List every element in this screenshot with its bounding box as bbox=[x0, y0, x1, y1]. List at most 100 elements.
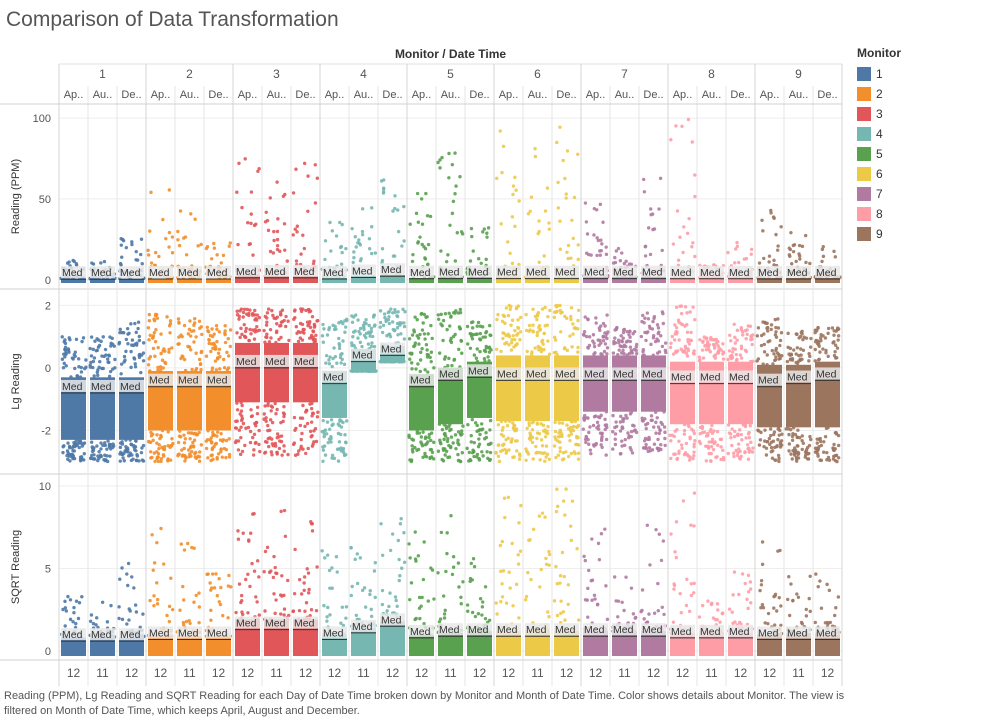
data-point bbox=[509, 440, 513, 444]
data-point bbox=[358, 556, 362, 560]
data-point bbox=[735, 240, 739, 245]
median-label: Med bbox=[555, 267, 576, 279]
data-point bbox=[155, 441, 159, 445]
data-point bbox=[561, 499, 566, 503]
data-point bbox=[569, 317, 573, 322]
data-point bbox=[299, 592, 304, 596]
data-point bbox=[719, 445, 723, 449]
data-point bbox=[759, 333, 764, 338]
data-point bbox=[355, 581, 360, 586]
data-point bbox=[671, 620, 676, 624]
data-point bbox=[760, 603, 765, 607]
legend-item-1[interactable]: 1 bbox=[857, 64, 987, 84]
data-point bbox=[533, 346, 537, 350]
data-point bbox=[323, 453, 328, 457]
data-point bbox=[686, 454, 691, 458]
data-point bbox=[543, 459, 547, 463]
data-point bbox=[350, 584, 354, 589]
legend-label: 4 bbox=[876, 127, 883, 141]
median-label: Med bbox=[352, 621, 373, 633]
data-point bbox=[332, 346, 336, 350]
data-point bbox=[586, 615, 590, 619]
data-point bbox=[486, 442, 491, 447]
data-point bbox=[685, 354, 690, 358]
data-point bbox=[270, 308, 274, 313]
data-point bbox=[252, 448, 256, 452]
data-point bbox=[759, 343, 764, 348]
data-point bbox=[787, 613, 792, 618]
data-point bbox=[657, 431, 662, 436]
data-point bbox=[279, 320, 284, 324]
data-point bbox=[194, 433, 199, 437]
data-point bbox=[100, 600, 105, 604]
data-point bbox=[322, 327, 326, 331]
month-header: De.. bbox=[295, 89, 315, 101]
data-point bbox=[541, 423, 546, 428]
legend-item-5[interactable]: 5 bbox=[857, 144, 987, 164]
median-label: Med bbox=[787, 267, 808, 279]
data-point bbox=[247, 313, 251, 318]
legend-item-3[interactable]: 3 bbox=[857, 104, 987, 124]
data-point bbox=[247, 338, 251, 343]
data-point bbox=[364, 335, 368, 340]
data-point bbox=[815, 341, 820, 346]
data-point bbox=[832, 613, 837, 618]
data-point bbox=[807, 596, 811, 601]
data-point bbox=[262, 412, 266, 416]
legend-item-9[interactable]: 9 bbox=[857, 224, 987, 244]
data-point bbox=[772, 258, 776, 263]
data-point bbox=[507, 448, 511, 452]
data-point bbox=[692, 491, 697, 495]
data-point bbox=[239, 435, 243, 440]
data-point bbox=[199, 325, 203, 329]
data-point bbox=[526, 570, 530, 575]
legend-item-2[interactable]: 2 bbox=[857, 84, 987, 104]
data-point bbox=[254, 424, 258, 428]
median-label: Med bbox=[758, 627, 779, 639]
data-point bbox=[792, 243, 797, 247]
data-point bbox=[239, 425, 243, 429]
data-point bbox=[148, 229, 152, 233]
data-point bbox=[134, 458, 139, 462]
data-point bbox=[160, 358, 165, 362]
legend-item-7[interactable]: 7 bbox=[857, 184, 987, 204]
median-label-bg bbox=[554, 265, 579, 278]
legend-item-8[interactable]: 8 bbox=[857, 204, 987, 224]
data-point bbox=[159, 332, 163, 336]
data-point bbox=[836, 443, 841, 448]
data-point bbox=[151, 334, 156, 338]
box-fill bbox=[61, 637, 86, 656]
data-point bbox=[63, 599, 67, 604]
data-point bbox=[709, 440, 714, 444]
data-point bbox=[587, 343, 592, 348]
data-point bbox=[539, 567, 543, 572]
data-point bbox=[566, 256, 570, 261]
data-point bbox=[265, 332, 269, 336]
data-point bbox=[693, 318, 697, 322]
data-point bbox=[194, 335, 198, 339]
data-point bbox=[818, 350, 822, 354]
data-point bbox=[526, 452, 531, 456]
data-point bbox=[692, 442, 696, 446]
data-point bbox=[706, 444, 710, 449]
legend-item-4[interactable]: 4 bbox=[857, 124, 987, 144]
data-point bbox=[299, 252, 303, 256]
data-point bbox=[708, 429, 712, 434]
data-point bbox=[275, 315, 280, 319]
legend-item-6[interactable]: 6 bbox=[857, 164, 987, 184]
data-point bbox=[663, 430, 667, 435]
data-point bbox=[676, 318, 681, 322]
data-point bbox=[246, 572, 250, 576]
data-point bbox=[427, 432, 432, 437]
data-point bbox=[561, 158, 565, 163]
data-point bbox=[146, 326, 151, 330]
month-header: Au.. bbox=[615, 89, 635, 101]
data-point bbox=[794, 332, 799, 336]
median-label: Med bbox=[410, 267, 431, 279]
median-label-bg bbox=[496, 265, 521, 278]
data-point bbox=[286, 452, 290, 457]
data-point bbox=[647, 612, 651, 616]
data-point bbox=[787, 442, 792, 446]
data-point bbox=[531, 527, 536, 532]
